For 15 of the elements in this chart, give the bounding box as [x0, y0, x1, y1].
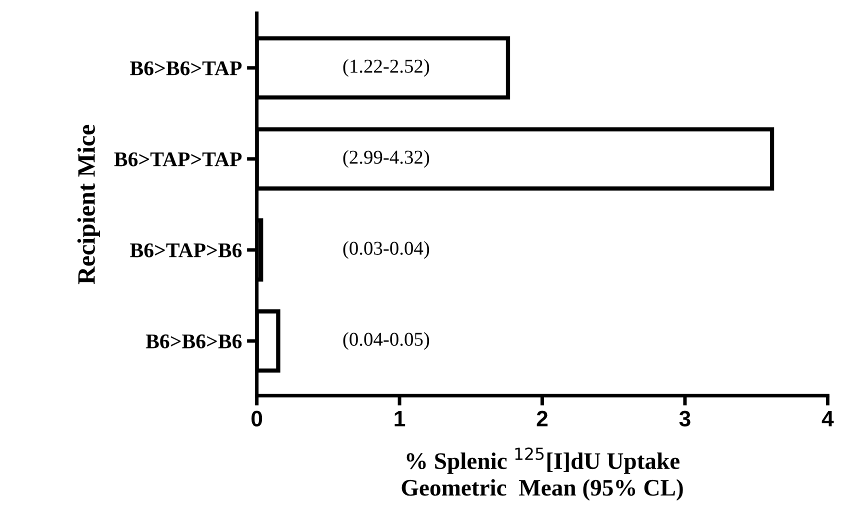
data-label: (0.03-0.04) [343, 241, 430, 259]
x-tick-label: 2 [536, 410, 548, 426]
data-label: (2.99-4.32) [343, 150, 430, 168]
y-axis-title: Recipient Mice [77, 124, 100, 284]
x-tick-label: 3 [679, 410, 690, 427]
y-tick-label: B6>B6>B6 [146, 334, 242, 348]
y-tick-label: B6>B6>TAP [130, 61, 242, 76]
data-label: (1.22-2.52) [343, 59, 430, 77]
x-tick-label: 0 [252, 410, 262, 426]
y-tick-label: B6>TAP>B6 [130, 243, 242, 258]
x-tick-label: 4 [822, 410, 834, 426]
x-tick-label: 1 [394, 410, 406, 426]
data-label: (0.04-0.05) [343, 332, 430, 350]
y-tick-label: B6>TAP>TAP [114, 152, 242, 166]
x-axis-title: % Splenic $^{125}$[I]dU Uptake Geometric Mean (95% CL) [402, 448, 683, 501]
